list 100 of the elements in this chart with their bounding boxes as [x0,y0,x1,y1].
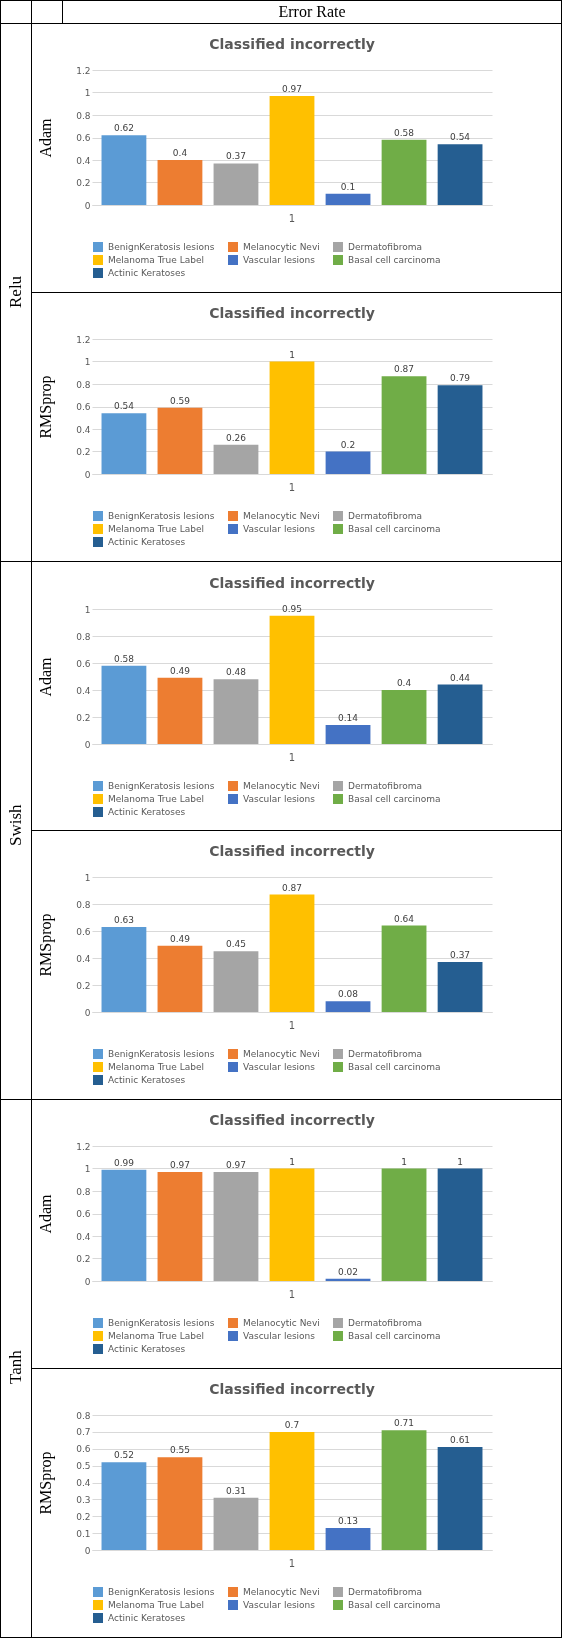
chart-title: Classified incorrectly [209,843,375,859]
data-label: 0.52 [113,1450,134,1461]
legend-label: Actinic Keratoses [108,1075,186,1085]
legend-label: Actinic Keratoses [108,1613,186,1623]
y-tick-label: 0.6 [76,133,91,143]
y-tick-label: 0.8 [76,899,91,910]
legend-label: Melanocytic Nevi [243,780,320,791]
bar [157,677,203,744]
y-tick-label: 0.2 [76,1254,91,1264]
legend-label: Melanoma True Label [108,793,204,804]
data-label: 0.1 [340,181,356,192]
legend-label: Actinic Keratoses [108,537,186,547]
y-tick-label: 0 [84,739,91,749]
y-tick-label: 0.2 [76,1511,91,1522]
bar [101,1462,147,1550]
y-tick-label: 0.6 [76,1209,91,1219]
data-label: 0.26 [225,432,247,443]
data-label: 0.59 [169,395,191,406]
data-label: 0.62 [113,123,134,134]
y-axis-title: RMSprop [37,913,56,977]
legend-label: Basal cell carcinoma [348,255,441,265]
bar [213,951,259,1012]
bar [101,413,147,474]
y-tick-label: 1 [84,872,91,883]
y-tick-label: 0.4 [76,1231,91,1242]
y-tick-label: 0.4 [76,685,91,695]
data-label: 0.58 [113,653,135,664]
y-tick-label: 0.8 [76,631,91,641]
data-label: 0.08 [338,989,359,1000]
data-label: 0.97 [225,1159,246,1170]
data-label: 0.37 [225,151,246,162]
data-label: 0.58 [394,127,415,138]
y-tick-label: 0 [84,1007,91,1018]
data-label: 0.99 [113,1157,135,1168]
data-label: 0.45 [225,939,246,950]
legend-label: Melanocytic Nevi [243,1587,320,1597]
text: Tanh [6,1349,26,1384]
data-label: 0.7 [284,1419,300,1430]
y-tick-label: 1 [84,357,91,367]
bar [269,1168,315,1281]
legend-label: Melanoma True Label [108,255,204,265]
bar [213,678,259,744]
y-tick-label: 0.8 [76,1186,91,1197]
data-label: 0.87 [394,364,415,375]
data-label: 0.14 [338,712,359,723]
legend-label: BenignKeratosis lesions [108,1049,215,1059]
data-label: 0.95 [281,603,303,614]
data-label: 0.49 [169,933,191,944]
text: Swish [6,803,26,846]
y-axis-title: Adam [37,117,55,158]
data-label: 0.87 [281,882,303,893]
y-tick-label: 0 [84,200,91,211]
bar [269,894,315,1012]
y-tick-label: 0 [84,469,91,480]
y-tick-label: 1.2 [76,334,91,345]
bar [437,1168,483,1281]
bar [325,451,371,474]
legend-label: Basal cell carcinoma [348,1600,441,1610]
legend-label: BenignKeratosis lesions [108,1587,215,1597]
bar [437,144,483,205]
data-label: 0.54 [113,401,135,412]
data-label: 0.63 [113,914,134,925]
data-label: 0.44 [450,672,471,683]
legend-label: Vascular lesions [243,1600,316,1610]
bar [381,925,427,1012]
y-tick-label: 1 [84,1164,91,1174]
legend-label: Melanoma True Label [108,1331,204,1341]
legend-label: Dermatofibroma [348,1318,422,1328]
data-label: 1 [289,1156,295,1167]
bar [381,376,427,474]
data-label: 0.97 [281,83,303,94]
y-tick-label: 0.1 [76,1528,91,1539]
data-label: 0.13 [338,1516,359,1527]
data-label: 0.97 [169,1159,190,1170]
legend-label: Dermatofibroma [348,1587,422,1597]
legend-label: Melanoma True Label [108,1600,204,1610]
legend-label: Vascular lesions [243,1331,316,1341]
legend-label: Basal cell carcinoma [348,1062,441,1072]
y-tick-label: 0.5 [76,1461,91,1472]
bar [157,1457,203,1550]
y-axis-title: RMSprop [37,1451,56,1515]
legend-label: Dermatofibroma [348,1049,422,1059]
y-tick-label: 0.4 [76,953,91,964]
y-tick-label: 0.6 [76,658,91,668]
y-tick-label: 0.4 [76,155,91,166]
bar [157,160,203,205]
bar [101,665,147,744]
bar [213,163,259,205]
legend-label: Vascular lesions [243,793,316,804]
data-label: 0.79 [450,373,471,384]
y-tick-label: 0.8 [76,379,91,390]
bar [157,945,203,1012]
bar [269,95,315,205]
bar [381,1430,427,1550]
legend-label: Melanoma True Label [108,1062,204,1072]
bar [437,962,483,1012]
y-tick-label: 1.2 [76,1141,91,1152]
legend-label: BenignKeratosis lesions [108,511,215,521]
y-tick-label: 0.6 [76,926,91,937]
bar [157,1171,203,1281]
